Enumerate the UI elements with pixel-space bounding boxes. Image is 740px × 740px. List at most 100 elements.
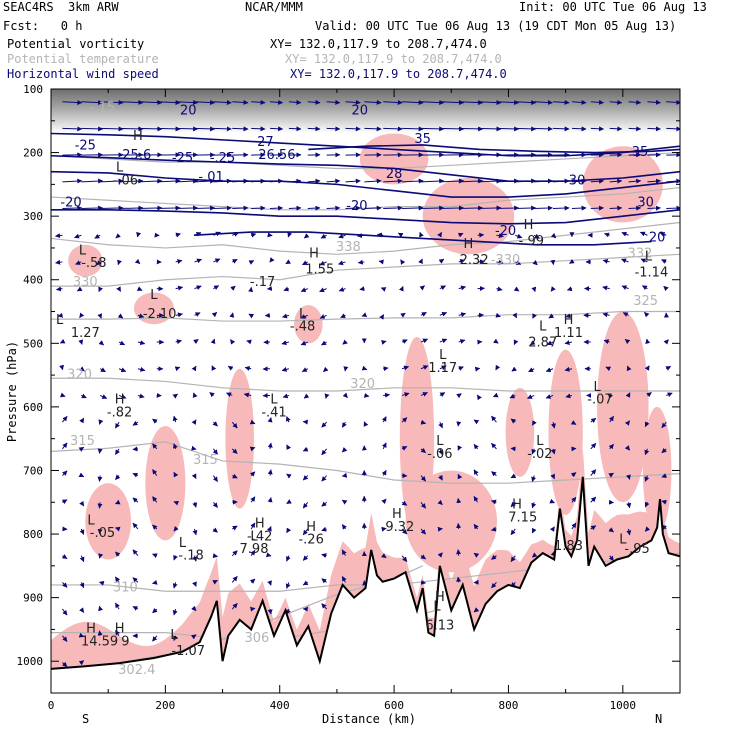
wind-vector	[267, 442, 273, 449]
wind-vector	[321, 501, 327, 507]
wind-vector	[137, 313, 145, 319]
wind-vector	[281, 340, 290, 346]
extremum-label: -.48	[290, 320, 315, 335]
wind-vector	[118, 367, 127, 373]
wind-vector	[624, 445, 631, 451]
wind-vector	[571, 522, 577, 530]
wind-vector	[62, 608, 68, 616]
wind-vector	[303, 233, 310, 239]
wind-vector	[590, 525, 597, 531]
wind-vector	[326, 126, 341, 132]
wind-vector	[545, 394, 554, 399]
wind-vector	[545, 367, 554, 373]
wind-vector	[194, 178, 216, 184]
wind-vector	[402, 126, 424, 132]
wind-vector	[302, 501, 309, 509]
field-pv-name: Potential vorticity	[7, 37, 145, 51]
wind-vector	[55, 259, 63, 265]
wind-vector	[531, 552, 538, 558]
wind-vector	[439, 392, 446, 398]
wind-vector	[97, 502, 103, 509]
wind-vector	[420, 126, 445, 132]
wind-vector	[419, 231, 424, 238]
wind-vector	[307, 205, 321, 211]
wind-vector	[509, 393, 516, 399]
wind-vector	[285, 416, 291, 423]
wind-vector	[211, 365, 217, 371]
wind-vector	[550, 286, 556, 292]
wind-vector	[531, 502, 537, 509]
wind-vector	[621, 285, 629, 290]
wind-vector	[398, 286, 404, 292]
theta-contour	[51, 253, 680, 287]
wind-vector	[570, 420, 577, 425]
wind-vector	[212, 421, 218, 427]
wind-vector	[473, 523, 479, 530]
wind-vector	[191, 419, 197, 425]
wind-vector	[341, 447, 348, 453]
extremum-label: L	[539, 320, 547, 335]
wind-vector	[420, 178, 445, 184]
wind-vector	[361, 365, 368, 371]
extremum-label: -.05	[90, 526, 115, 541]
wind-vector	[300, 340, 308, 346]
extremum-label: 1.27	[71, 326, 100, 341]
extremum-label: 2.32	[460, 253, 489, 268]
contour-label: -330	[491, 253, 521, 268]
wind-vector	[473, 552, 480, 558]
north-end-label: N	[655, 712, 663, 726]
wind-vector	[624, 338, 631, 345]
wind-contour	[51, 209, 680, 225]
x-tick-label: 400	[270, 699, 290, 712]
wind-vector	[115, 576, 121, 583]
wind-vector	[78, 339, 84, 345]
wind-vector	[174, 366, 181, 372]
wind-vector	[553, 178, 570, 184]
wind-vector	[345, 205, 361, 211]
wind-vector	[286, 473, 292, 479]
wind-vector	[549, 526, 555, 532]
extremum-label: -.95	[624, 542, 649, 557]
wind-vector	[156, 100, 181, 106]
contour-label: 20	[180, 103, 197, 118]
wind-vector	[531, 448, 537, 455]
wind-vector	[100, 126, 124, 132]
wind-vector	[79, 555, 85, 563]
wind-vector	[230, 285, 236, 291]
extremum-label: L	[439, 348, 447, 363]
wind-vector	[302, 260, 308, 266]
wind-vector	[420, 338, 429, 344]
wind-vector	[251, 99, 266, 105]
wind-vector	[175, 126, 199, 132]
wind-vector	[98, 340, 104, 346]
wind-vector	[213, 205, 232, 211]
wind-vector	[458, 259, 466, 264]
wind-vector	[381, 340, 387, 345]
extremum-label: L	[179, 536, 187, 551]
wind-vector	[641, 285, 648, 291]
wind-vector	[191, 605, 197, 612]
wind-vector	[156, 178, 181, 184]
extremum-label: -.99	[519, 234, 544, 249]
wind-vector	[510, 555, 516, 562]
pv-blob	[225, 368, 254, 509]
wind-vector	[437, 552, 443, 558]
pv-low-band	[51, 448, 680, 669]
wind-vector	[529, 340, 536, 346]
wind-vector	[491, 471, 497, 477]
wind-vector	[114, 602, 120, 610]
init-label: Init: 00 UTC Tue 06 Aug 13	[519, 0, 707, 14]
contour-label: 320	[350, 377, 375, 392]
wind-vector	[571, 178, 587, 184]
terrain-line	[51, 476, 680, 670]
wind-vector	[286, 499, 292, 504]
wind-vector	[528, 367, 535, 373]
wind-vector	[213, 126, 232, 132]
y-tick-label: 700	[23, 464, 43, 477]
wind-vector	[564, 340, 573, 346]
wind-vector	[473, 495, 479, 503]
wind-vector	[496, 205, 520, 211]
wind-vector	[666, 205, 680, 211]
wind-vector	[380, 287, 387, 292]
wind-vector	[419, 285, 425, 291]
